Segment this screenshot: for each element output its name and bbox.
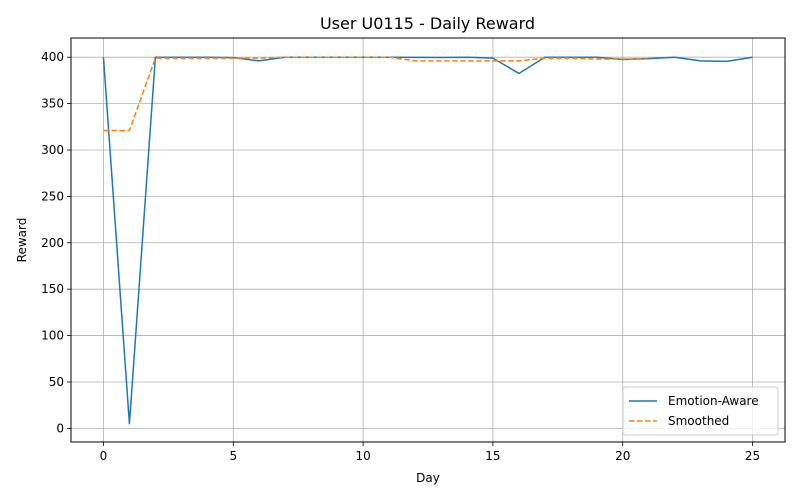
series-line-smoothed — [103, 56, 649, 132]
y-axis-label: Reward — [15, 218, 29, 263]
plot-frame — [70, 37, 786, 443]
y-tick-label: 50 — [49, 375, 64, 389]
x-tick-label: 5 — [229, 449, 237, 463]
grid — [71, 38, 785, 442]
x-tick-label: 15 — [485, 449, 500, 463]
y-tick-label: 400 — [41, 50, 64, 64]
y-tick-label: 350 — [41, 97, 64, 111]
x-tick-label: 0 — [100, 449, 108, 463]
legend-label-emotion-aware: Emotion-Aware — [668, 394, 759, 408]
y-tick-label: 100 — [41, 329, 64, 343]
y-tick-label: 250 — [41, 189, 64, 203]
y-tick-label: 200 — [41, 236, 64, 250]
series-lines — [102, 56, 753, 425]
legend: Emotion-Aware Smoothed — [622, 386, 779, 436]
y-tick-label: 150 — [41, 282, 64, 296]
x-tick-label: 10 — [355, 449, 370, 463]
y-tick-label: 0 — [56, 421, 64, 435]
series-line-emotion-aware — [102, 56, 753, 425]
x-axis-label: Day — [416, 471, 440, 485]
x-tick-label: 20 — [615, 449, 630, 463]
chart-title: User U0115 - Daily Reward — [320, 14, 535, 33]
legend-label-smoothed: Smoothed — [668, 414, 729, 428]
legend-box — [622, 386, 779, 436]
x-tick-label: 25 — [745, 449, 760, 463]
y-tick-label: 300 — [41, 143, 64, 157]
